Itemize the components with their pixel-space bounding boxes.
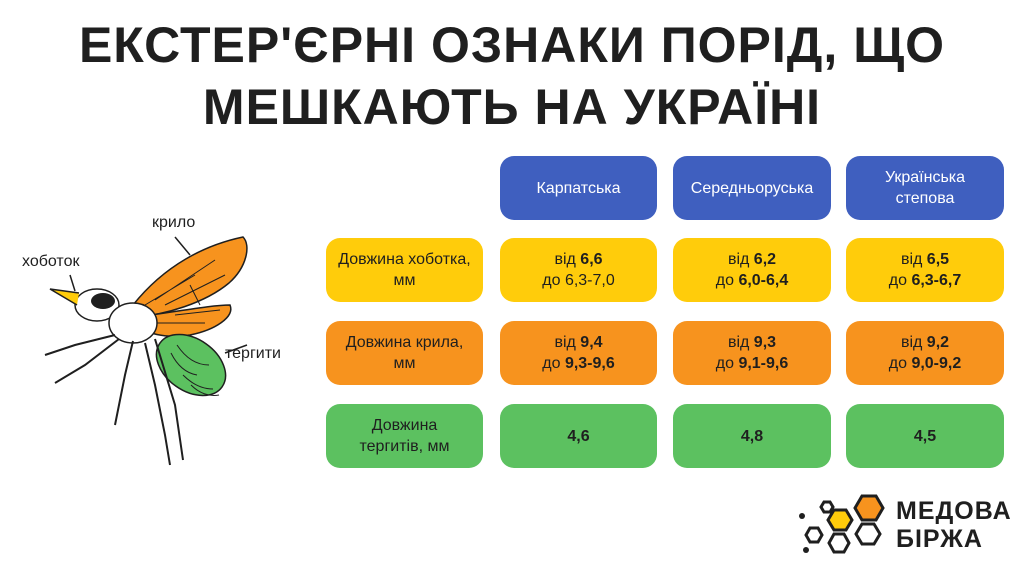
cell-proboscis-ukrainian-steppe: від 6,5 до 6,3-6,7 bbox=[846, 238, 1004, 302]
row-label-wing: Довжина крила, мм bbox=[326, 321, 483, 385]
honeycomb-icon bbox=[799, 494, 885, 554]
wing-icon bbox=[132, 236, 248, 337]
logo-text: МЕДОВА БІРЖА bbox=[896, 497, 1012, 553]
column-header-ukrainian-steppe: Українська степова bbox=[846, 156, 1004, 220]
column-header-central-russian: Середньоруська bbox=[673, 156, 831, 220]
title-line-1: ЕКСТЕР'ЄРНІ ОЗНАКИ ПОРІД, ЩО bbox=[78, 17, 946, 73]
column-header-carpathian: Карпатська bbox=[500, 156, 657, 220]
label-tergites: тергити bbox=[225, 345, 281, 362]
label-wing: крило bbox=[152, 214, 196, 231]
tergites-icon bbox=[155, 333, 227, 397]
cell-tergites-central-russian: 4,8 bbox=[673, 404, 831, 468]
cell-tergites-carpathian: 4,6 bbox=[500, 404, 657, 468]
cell-wing-central-russian: від 9,3 до 9,1-9,6 bbox=[673, 321, 831, 385]
page-title: ЕКСТЕР'ЄРНІ ОЗНАКИ ПОРІД, ЩО МЕШКАЮТЬ НА… bbox=[0, 14, 1024, 138]
cell-proboscis-central-russian: від 6,2 до 6,0-6,4 bbox=[673, 238, 831, 302]
cell-tergites-ukrainian-steppe: 4,5 bbox=[846, 404, 1004, 468]
proboscis-icon bbox=[49, 288, 80, 306]
row-label-proboscis: Довжина хоботка, мм bbox=[326, 238, 483, 302]
cell-wing-carpathian: від 9,4 до 9,3-9,6 bbox=[500, 321, 657, 385]
cell-wing-ukrainian-steppe: від 9,2 до 9,0-9,2 bbox=[846, 321, 1004, 385]
title-line-2: МЕШКАЮТЬ НА УКРАЇНІ bbox=[202, 79, 822, 135]
cell-proboscis-carpathian: від 6,6 до 6,3-7,0 bbox=[500, 238, 657, 302]
row-label-tergites: Довжина тергитів, мм bbox=[326, 404, 483, 468]
label-proboscis: хоботок bbox=[22, 253, 80, 270]
bee-diagram-icon bbox=[44, 236, 248, 466]
